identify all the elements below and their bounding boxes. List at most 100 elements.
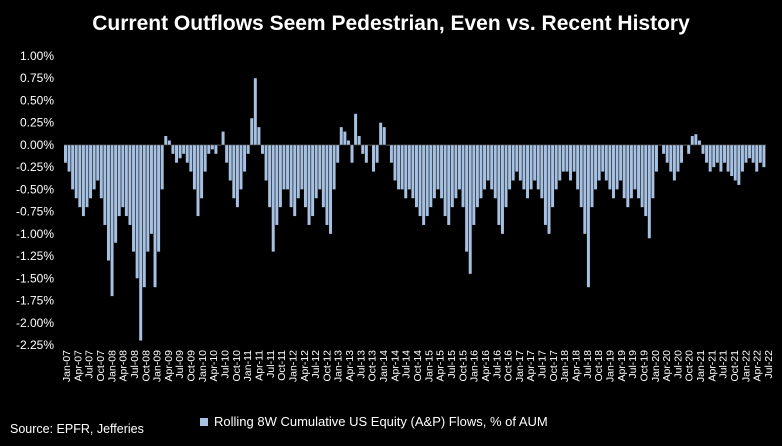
bar <box>354 113 358 145</box>
x-tick-label: Jul-19 <box>627 350 639 379</box>
x-tick-label: Jul-22 <box>763 350 775 379</box>
x-tick-label: Oct-17 <box>548 350 560 382</box>
bar <box>67 144 71 172</box>
bar <box>651 144 655 199</box>
bar <box>106 144 110 261</box>
y-tick-label: -0.75% <box>16 205 54 219</box>
x-tick-label: Apr-14 <box>389 350 401 382</box>
bar <box>260 144 264 154</box>
bar <box>486 144 490 181</box>
bar <box>318 144 322 190</box>
chart-title: Current Outflows Seem Pedestrian, Even v… <box>92 12 690 35</box>
bar <box>225 144 229 163</box>
x-tick-label: Apr-11 <box>253 350 265 381</box>
y-tick-label: -0.50% <box>16 182 54 196</box>
bar <box>357 136 361 145</box>
bar <box>361 144 365 154</box>
x-tick-label: Oct-12 <box>321 350 333 382</box>
bar <box>611 144 615 199</box>
bar <box>375 144 379 163</box>
bar <box>157 144 161 252</box>
bar <box>475 144 479 208</box>
bar <box>737 144 741 185</box>
x-tick-label: Jul-12 <box>310 350 322 379</box>
bar <box>518 144 522 181</box>
bar <box>96 144 100 181</box>
bar <box>235 144 239 208</box>
x-tick-label: Apr-16 <box>480 350 492 382</box>
bar <box>171 144 175 154</box>
bar <box>569 144 572 181</box>
x-tick-label: Jul-09 <box>174 350 186 379</box>
x-tick-label: Jan-20 <box>650 350 662 382</box>
y-tick-label: 0.25% <box>20 116 54 130</box>
bar <box>465 144 469 252</box>
bar <box>239 144 243 190</box>
bar <box>124 144 128 217</box>
x-tick-label: Jan-07 <box>61 350 73 382</box>
bar <box>712 144 716 168</box>
bar <box>694 134 698 145</box>
bar <box>278 144 282 208</box>
bar <box>74 144 78 199</box>
bar <box>597 144 601 181</box>
bar <box>121 144 125 208</box>
bar <box>565 144 569 172</box>
bar <box>389 144 393 163</box>
bar <box>615 144 619 190</box>
bar <box>543 144 547 225</box>
x-tick-label: Oct-07 <box>95 350 107 382</box>
bar <box>425 144 429 217</box>
x-tick-label: Jan-11 <box>242 350 254 381</box>
bar <box>436 144 440 190</box>
bar <box>89 144 93 199</box>
bar <box>472 144 476 225</box>
bar <box>164 136 168 145</box>
bar <box>672 144 676 181</box>
bar <box>139 144 143 341</box>
bar <box>479 144 483 199</box>
bar <box>669 144 673 172</box>
bar <box>372 144 375 172</box>
x-tick-label: Apr-09 <box>163 350 175 382</box>
bar <box>708 144 712 172</box>
bar <box>558 144 562 181</box>
bar <box>554 144 558 190</box>
bar <box>640 144 644 208</box>
bar <box>329 144 333 234</box>
x-tick-label: Oct-09 <box>186 350 198 382</box>
bar <box>307 144 311 225</box>
bar <box>210 144 214 150</box>
bar <box>540 144 544 199</box>
bar <box>232 144 236 199</box>
bar <box>415 144 418 208</box>
bar <box>483 144 487 190</box>
x-tick-label: Jul-10 <box>220 350 232 379</box>
bar <box>325 144 329 225</box>
x-tick-label: Jul-13 <box>355 350 367 379</box>
bar <box>633 144 637 190</box>
x-tick-label: Jul-15 <box>446 350 458 379</box>
bar <box>432 144 436 199</box>
bar <box>526 144 530 199</box>
bar <box>246 144 250 154</box>
y-tick-label: -1.25% <box>16 249 54 263</box>
bar <box>228 144 232 181</box>
bar <box>110 144 114 297</box>
x-tick-label: Jan-22 <box>740 350 752 382</box>
x-tick-label: Jul-16 <box>491 350 503 379</box>
y-tick-label: -2.25% <box>16 338 54 352</box>
bar <box>758 144 762 163</box>
bar <box>748 144 752 159</box>
x-tick-label: Jul-17 <box>537 350 549 379</box>
bar <box>637 144 641 199</box>
bar <box>755 144 759 172</box>
bar <box>78 144 82 208</box>
bar <box>454 144 458 199</box>
x-tick-label: Jan-12 <box>287 350 299 382</box>
bar <box>221 131 225 145</box>
bar <box>490 144 494 190</box>
y-tick-label: 1.00% <box>20 49 54 63</box>
